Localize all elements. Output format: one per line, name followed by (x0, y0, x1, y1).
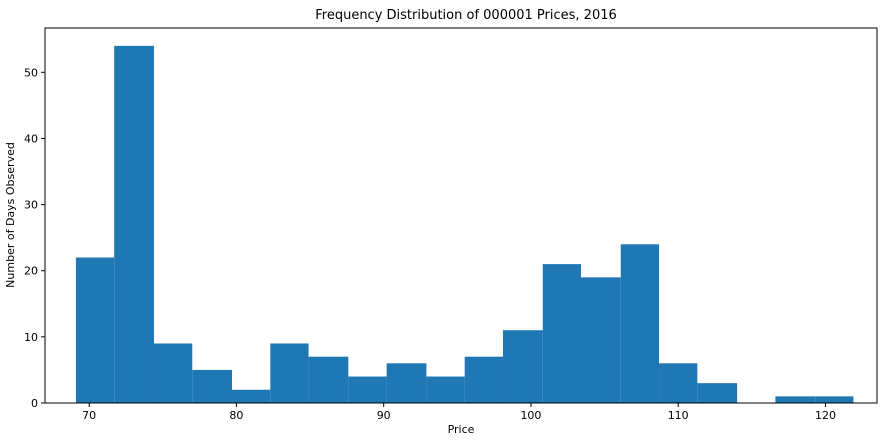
x-axis-label: Price (448, 423, 475, 436)
x-tick-label: 110 (668, 409, 689, 422)
x-tick-label: 120 (815, 409, 836, 422)
plot-frame (44, 27, 878, 404)
histogram-bar-3 (153, 343, 193, 403)
y-axis-label: Number of Days Observed (4, 142, 17, 288)
y-tick-label: 10 (24, 331, 38, 344)
histogram-bar-1 (75, 257, 115, 403)
histogram-bar-5 (232, 389, 271, 403)
histogram-bar-2 (114, 45, 154, 404)
histogram-bar-7 (308, 356, 349, 403)
plot-area (45, 28, 877, 403)
y-tick-label: 20 (24, 265, 38, 278)
histogram-bar-12 (502, 330, 543, 403)
histogram-bar-13 (542, 264, 582, 403)
y-tick-label: 50 (24, 66, 38, 79)
y-tick-label: 40 (24, 132, 38, 145)
histogram-bar-17 (697, 383, 738, 403)
histogram-bar-16 (659, 363, 698, 403)
histogram-bar-15 (620, 244, 660, 403)
y-tick-label: 30 (24, 199, 38, 212)
histogram-bar-19 (775, 396, 816, 403)
y-tick-label: 0 (31, 397, 38, 410)
histogram-bar-10 (426, 376, 465, 403)
x-tick-label: 70 (82, 409, 96, 422)
x-tick-label: 80 (229, 409, 243, 422)
histogram-bar-8 (348, 376, 387, 403)
histogram-bar-20 (815, 396, 854, 403)
bars-layer (75, 45, 854, 404)
histogram-bar-11 (464, 356, 503, 403)
x-tick-label: 100 (520, 409, 541, 422)
histogram-bar-4 (192, 369, 233, 403)
histogram-bar-14 (581, 277, 621, 403)
chart-title: Frequency Distribution of 000001 Prices,… (315, 8, 617, 23)
histogram-bar-9 (386, 363, 427, 403)
x-tick-label: 90 (377, 409, 391, 422)
ticks-layer: 70 80 90 100 110 120 0 10 20 30 40 50 (24, 66, 836, 422)
histogram-bar-6 (270, 343, 309, 403)
